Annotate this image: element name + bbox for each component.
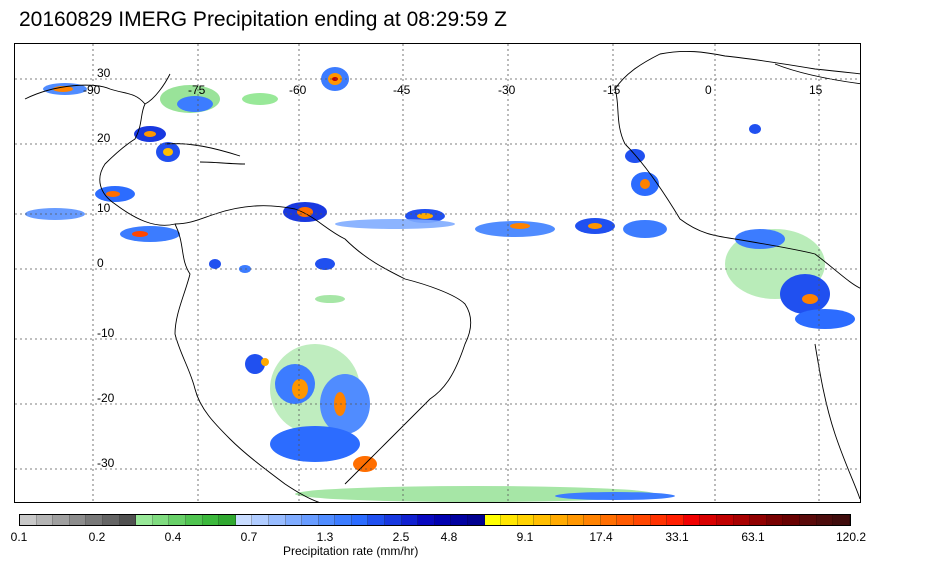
colorbar-swatch	[202, 515, 220, 525]
colorbar-tick-label: 120.2	[835, 530, 867, 544]
colorbar-swatch	[551, 515, 568, 525]
colorbar-swatch	[683, 515, 701, 525]
lat-label: 0	[97, 256, 104, 270]
colorbar-swatch	[219, 515, 236, 525]
colorbar-swatch	[617, 515, 634, 525]
lon-label: -30	[498, 83, 516, 97]
colorbar-tick-label: 0.4	[164, 530, 182, 544]
lon-label: 15	[809, 83, 823, 97]
lon-label: -15	[603, 83, 621, 97]
lon-label: 0	[705, 83, 712, 97]
colorbar-swatch	[20, 515, 37, 525]
map-canvas: -90 -75 -60 -45 -30 -15 0 15 30 20 10 0 -10 -20 -30	[15, 44, 860, 502]
colorbar-tick-label: 0.1	[10, 530, 28, 544]
lat-label: -10	[97, 326, 115, 340]
colorbar-swatch	[716, 515, 734, 525]
precipitation-map: -90 -75 -60 -45 -30 -15 0 15 30 20 10 0 -10 -20 -30	[14, 43, 861, 503]
colorbar-swatch	[517, 515, 535, 525]
colorbar-swatch	[119, 515, 137, 525]
map-title: 20160829 IMERG Precipitation ending at 0…	[19, 8, 507, 31]
colorbar-swatch	[235, 515, 253, 525]
colorbar-units: Precipitation rate (mm/hr)	[283, 544, 419, 558]
colorbar-swatch	[152, 515, 170, 525]
colorbar-swatch	[53, 515, 70, 525]
lon-label: -75	[188, 83, 206, 97]
colorbar-swatch	[368, 515, 386, 525]
colorbar-swatch	[783, 515, 800, 525]
colorbar-tick-label: 0.2	[88, 530, 106, 544]
lat-label: 30	[97, 66, 111, 80]
grid-labels: -90 -75 -60 -45 -30 -15 0 15 30 20 10 0 -10 -20 -30	[83, 66, 823, 470]
coastlines	[24, 50, 860, 502]
colorbar-swatch	[69, 515, 87, 525]
colorbar-tick-label: 33.1	[665, 530, 689, 544]
colorbar-tick-label: 9.1	[516, 530, 534, 544]
colorbar-tick-label: 4.8	[440, 530, 458, 544]
lat-label: -30	[97, 456, 115, 470]
colorbar-swatch	[650, 515, 668, 525]
colorbar-tick-label: 0.7	[240, 530, 258, 544]
colorbar-swatch	[667, 515, 684, 525]
colorbar-swatch	[600, 515, 618, 525]
colorbar-tick-label: 17.4	[589, 530, 613, 544]
lat-label: 10	[97, 201, 111, 215]
colorbar-swatch	[833, 515, 850, 525]
colorbar-swatch	[335, 515, 352, 525]
lat-label: -20	[97, 391, 115, 405]
grid-lines	[15, 44, 860, 502]
colorbar-swatch	[385, 515, 402, 525]
colorbar-swatch	[252, 515, 269, 525]
colorbar-swatch	[633, 515, 651, 525]
lat-label: 20	[97, 131, 111, 145]
precipitation-layer	[25, 67, 855, 502]
colorbar-tick-label: 2.5	[392, 530, 410, 544]
colorbar-swatch	[318, 515, 336, 525]
colorbar-swatch	[451, 515, 469, 525]
colorbar-swatch	[534, 515, 551, 525]
colorbar-swatch	[136, 515, 153, 525]
colorbar-swatch	[750, 515, 767, 525]
colorbar-swatch	[401, 515, 419, 525]
colorbar-swatch	[700, 515, 717, 525]
colorbar-tick-label: 63.1	[741, 530, 765, 544]
colorbar-swatch	[86, 515, 103, 525]
colorbar-tick-label: 1.3	[316, 530, 334, 544]
colorbar-swatch	[169, 515, 186, 525]
lon-label: -60	[289, 83, 307, 97]
colorbar-swatch	[434, 515, 452, 525]
colorbar-swatch	[567, 515, 585, 525]
colorbar-swatch	[816, 515, 834, 525]
colorbar-swatch	[418, 515, 435, 525]
lon-label: -45	[393, 83, 411, 97]
colorbar-swatch	[584, 515, 601, 525]
colorbar-swatch	[501, 515, 518, 525]
colorbar-swatch	[351, 515, 369, 525]
colorbar-swatch	[36, 515, 54, 525]
colorbar-swatch	[733, 515, 751, 525]
colorbar-swatch	[185, 515, 203, 525]
colorbar-swatch	[484, 515, 502, 525]
colorbar	[19, 514, 851, 526]
colorbar-swatch	[302, 515, 319, 525]
lon-label: -90	[83, 83, 101, 97]
colorbar-swatch	[285, 515, 303, 525]
colorbar-swatch	[102, 515, 120, 525]
colorbar-swatch	[468, 515, 485, 525]
colorbar-swatch	[268, 515, 286, 525]
colorbar-swatch	[766, 515, 784, 525]
colorbar-swatch	[799, 515, 817, 525]
